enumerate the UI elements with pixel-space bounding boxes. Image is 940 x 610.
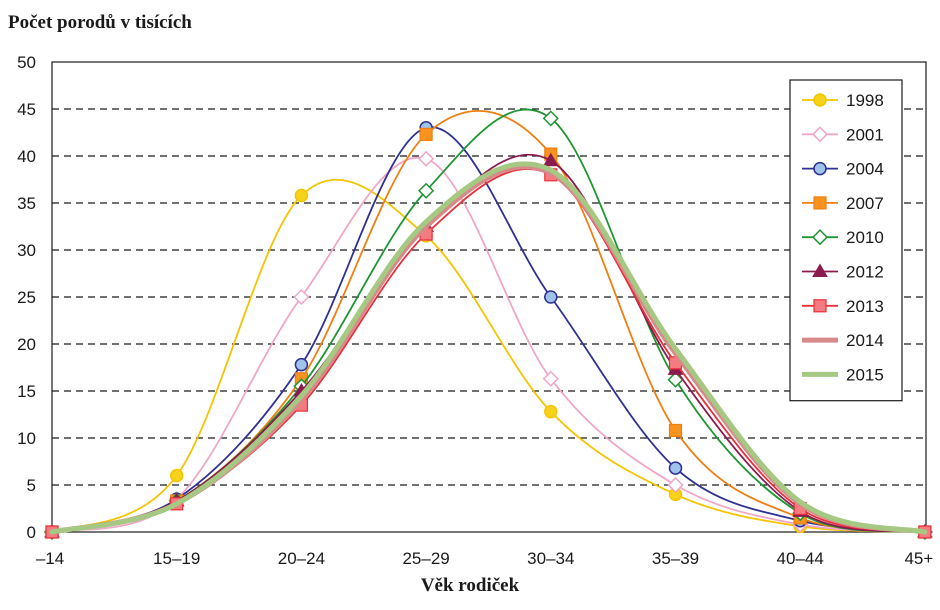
y-tick-label: 0 xyxy=(27,523,36,542)
chart-plot: 0 5 10 15 20 25 30 35 40 45 50 –14 15–19 20–24 25–29 3… xyxy=(17,53,934,568)
legend-swatch-marker xyxy=(813,93,827,107)
x-tick-label: 20–24 xyxy=(278,549,325,568)
y-tick-label: 35 xyxy=(17,194,36,213)
x-tick-labels: –14 15–19 20–24 25–29 30–34 35–39 40–44 45+ xyxy=(36,549,934,568)
data-point xyxy=(419,127,433,141)
data-point xyxy=(418,182,435,199)
y-tick-labels: 0 5 10 15 20 25 30 35 40 45 50 xyxy=(17,53,36,542)
series-line xyxy=(51,126,926,533)
legend-swatch-marker xyxy=(813,196,827,210)
data-point xyxy=(542,370,559,387)
series-line xyxy=(51,178,926,533)
y-tick-label: 40 xyxy=(17,147,36,166)
data-point xyxy=(418,150,435,167)
legend-swatch-marker xyxy=(812,263,828,277)
legend-item: 2004 xyxy=(802,160,884,179)
legend-label: 2014 xyxy=(846,331,884,350)
data-point xyxy=(169,468,184,483)
x-tick-label: –14 xyxy=(36,549,64,568)
legend-label: 1998 xyxy=(846,91,884,110)
data-point xyxy=(542,110,559,127)
x-tick-label: 15–19 xyxy=(153,549,200,568)
legend-item: 2015 xyxy=(802,365,884,384)
y-tick-label: 50 xyxy=(17,53,36,72)
legend-swatch-marker xyxy=(811,126,829,143)
data-point xyxy=(544,404,558,419)
series-line xyxy=(49,161,928,535)
legend-item: 2013 xyxy=(802,297,884,316)
x-tick-label: 30–34 xyxy=(527,549,574,568)
data-point xyxy=(294,188,309,203)
legend-label: 2013 xyxy=(846,297,884,316)
legend-item: 2001 xyxy=(802,125,884,144)
y-tick-label: 10 xyxy=(17,429,36,448)
data-point xyxy=(542,152,559,167)
chart-title: Počet porodů v tisících xyxy=(8,12,192,33)
legend: 1998 2001 2004 2007 2010 2012 2013 2014 2015 xyxy=(789,79,903,402)
legend-label: 2001 xyxy=(846,125,884,144)
data-point xyxy=(293,288,310,306)
legend-swatch-marker xyxy=(813,161,827,176)
data-point xyxy=(668,423,683,438)
series-layer xyxy=(43,108,933,541)
y-tick-label: 20 xyxy=(17,335,36,354)
legend-item: 1998 xyxy=(802,91,884,110)
y-tick-label: 15 xyxy=(17,382,36,401)
legend-item: 2014 xyxy=(802,331,884,350)
y-tick-label: 45 xyxy=(17,100,36,119)
legend-label: 2010 xyxy=(846,228,884,247)
y-tick-label: 25 xyxy=(17,288,36,307)
legend-item: 2010 xyxy=(802,228,884,247)
x-axis-title: Věk rodiček xyxy=(420,575,520,596)
legend-label: 2007 xyxy=(846,194,884,213)
series-line xyxy=(51,153,926,533)
x-tick-label: 40–44 xyxy=(777,549,824,568)
legend-item: 2007 xyxy=(802,194,884,213)
x-tick-label: 35–39 xyxy=(652,549,699,568)
y-tick-label: 30 xyxy=(17,241,36,260)
legend-label: 2012 xyxy=(846,263,884,282)
series-line xyxy=(51,156,926,533)
data-point xyxy=(544,290,558,304)
grid-layer xyxy=(52,108,926,486)
legend-item: 2012 xyxy=(802,263,884,282)
data-point xyxy=(294,357,309,372)
data-point xyxy=(668,461,683,475)
series-2015 xyxy=(49,161,928,535)
legend-swatch-marker xyxy=(811,229,829,246)
data-point xyxy=(667,476,684,494)
legend-label: 2015 xyxy=(846,365,884,384)
x-tick-label: 45+ xyxy=(904,549,933,568)
legend-swatch-marker xyxy=(813,299,827,313)
x-tick-label: 25–29 xyxy=(402,549,449,568)
y-tick-label: 5 xyxy=(27,476,36,495)
legend-label: 2004 xyxy=(846,160,884,179)
